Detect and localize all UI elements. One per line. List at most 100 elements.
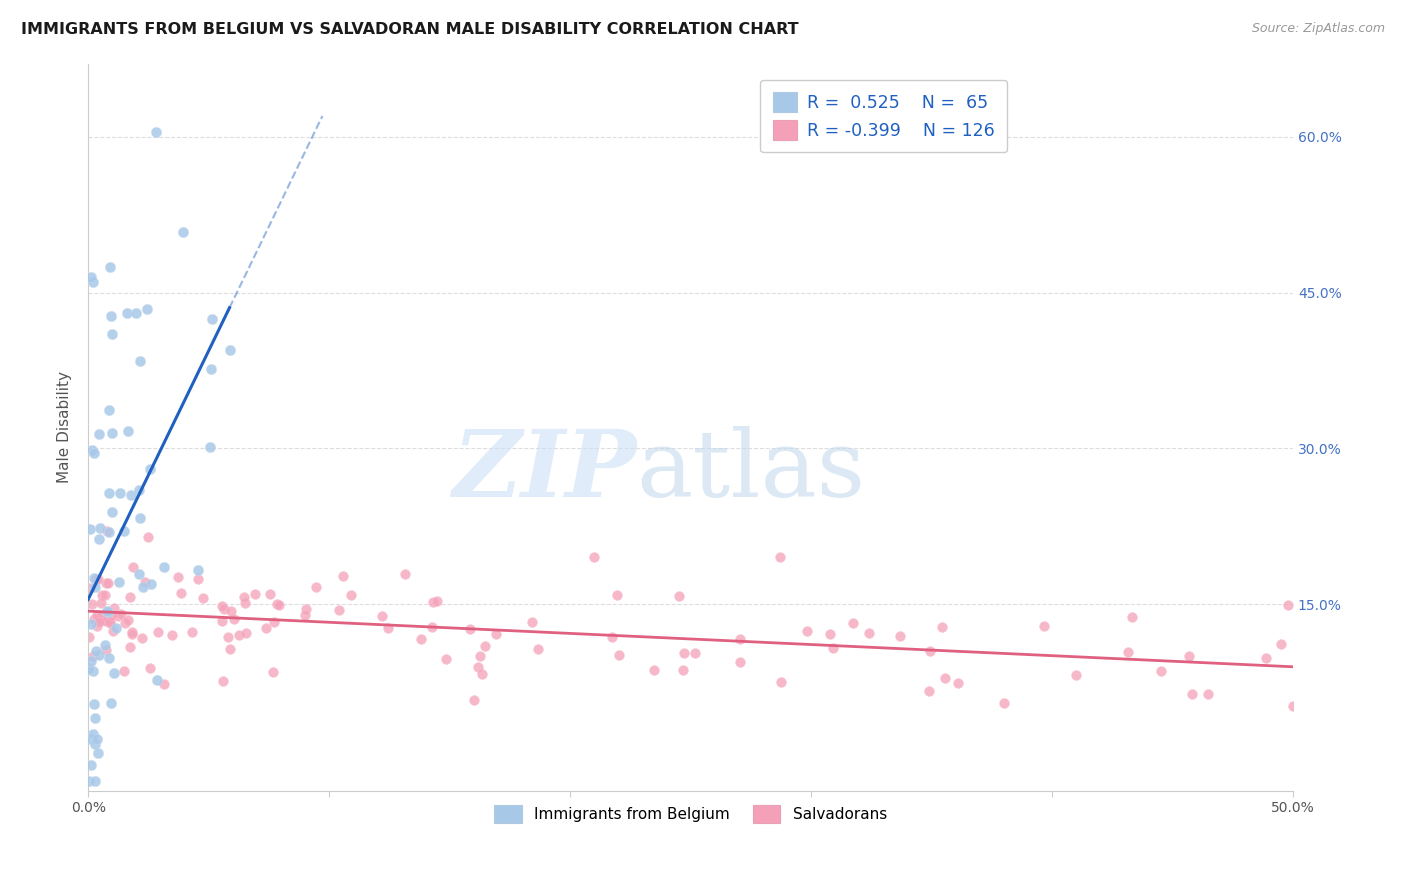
Point: [79, 731, 101, 746]
Point: [993, 696, 1015, 710]
Point: [609, 648, 631, 663]
Point: [217, 630, 239, 644]
Legend: Immigrants from Belgium, Salvadorans: Immigrants from Belgium, Salvadorans: [486, 797, 894, 830]
Point: [294, 608, 316, 623]
Point: [643, 663, 665, 677]
Point: [180, 625, 202, 640]
Point: [94, 638, 117, 652]
Point: [1256, 651, 1278, 665]
Point: [160, 628, 183, 642]
Point: [83, 612, 105, 626]
Point: [219, 605, 242, 619]
Point: [87, 648, 110, 663]
Point: [1178, 649, 1201, 664]
Point: [426, 593, 449, 607]
Point: [128, 483, 150, 497]
Point: [339, 588, 361, 602]
Point: [110, 486, 132, 500]
Point: [201, 312, 224, 326]
Point: [606, 588, 628, 602]
Point: [90, 589, 112, 603]
Point: [600, 631, 623, 645]
Point: [84, 572, 107, 586]
Point: [219, 641, 242, 656]
Point: [769, 549, 792, 564]
Point: [470, 648, 492, 663]
Point: [858, 625, 880, 640]
Text: atlas: atlas: [637, 426, 866, 516]
Point: [89, 521, 111, 535]
Point: [471, 667, 494, 681]
Point: [1198, 687, 1220, 701]
Point: [100, 309, 122, 323]
Point: [1277, 598, 1299, 612]
Point: [946, 676, 969, 690]
Point: [80, 443, 103, 458]
Point: [1150, 665, 1173, 679]
Point: [84, 737, 107, 751]
Point: [138, 529, 160, 543]
Point: [103, 666, 125, 681]
Point: [90, 596, 112, 610]
Point: [117, 613, 139, 627]
Point: [187, 563, 209, 577]
Point: [86, 731, 108, 746]
Point: [121, 624, 143, 639]
Point: [211, 673, 233, 688]
Point: [120, 488, 142, 502]
Point: [668, 589, 690, 603]
Point: [233, 591, 256, 605]
Point: [295, 602, 318, 616]
Point: [434, 652, 457, 666]
Point: [79, 661, 101, 675]
Point: [80, 597, 103, 611]
Point: [235, 626, 257, 640]
Point: [266, 597, 288, 611]
Point: [112, 664, 135, 678]
Point: [94, 575, 117, 590]
Y-axis label: Male Disability: Male Disability: [58, 371, 72, 483]
Point: [228, 628, 250, 642]
Text: ZIP: ZIP: [453, 426, 637, 516]
Point: [305, 580, 328, 594]
Point: [87, 532, 110, 546]
Point: [934, 671, 956, 685]
Point: [121, 560, 143, 574]
Point: [218, 343, 240, 358]
Point: [94, 588, 117, 602]
Point: [80, 654, 103, 668]
Point: [107, 608, 129, 623]
Point: [193, 591, 215, 605]
Point: [371, 609, 394, 624]
Point: [1121, 610, 1143, 624]
Point: [84, 643, 107, 657]
Point: [212, 602, 235, 616]
Point: [818, 627, 841, 641]
Point: [112, 524, 135, 539]
Point: [931, 620, 953, 634]
Point: [131, 631, 153, 645]
Point: [463, 692, 485, 706]
Point: [90, 610, 112, 624]
Point: [83, 698, 105, 712]
Point: [167, 570, 190, 584]
Point: [105, 621, 128, 635]
Point: [98, 403, 121, 417]
Point: [86, 619, 108, 633]
Point: [422, 595, 444, 609]
Point: [728, 632, 751, 647]
Point: [79, 630, 101, 644]
Point: [101, 607, 124, 622]
Point: [269, 598, 291, 612]
Point: [153, 560, 176, 574]
Point: [377, 621, 399, 635]
Point: [101, 326, 124, 341]
Point: [82, 275, 104, 289]
Point: [117, 424, 139, 438]
Point: [96, 604, 118, 618]
Point: [82, 664, 104, 678]
Point: [474, 639, 496, 653]
Point: [394, 566, 416, 581]
Point: [728, 655, 751, 669]
Point: [87, 746, 110, 760]
